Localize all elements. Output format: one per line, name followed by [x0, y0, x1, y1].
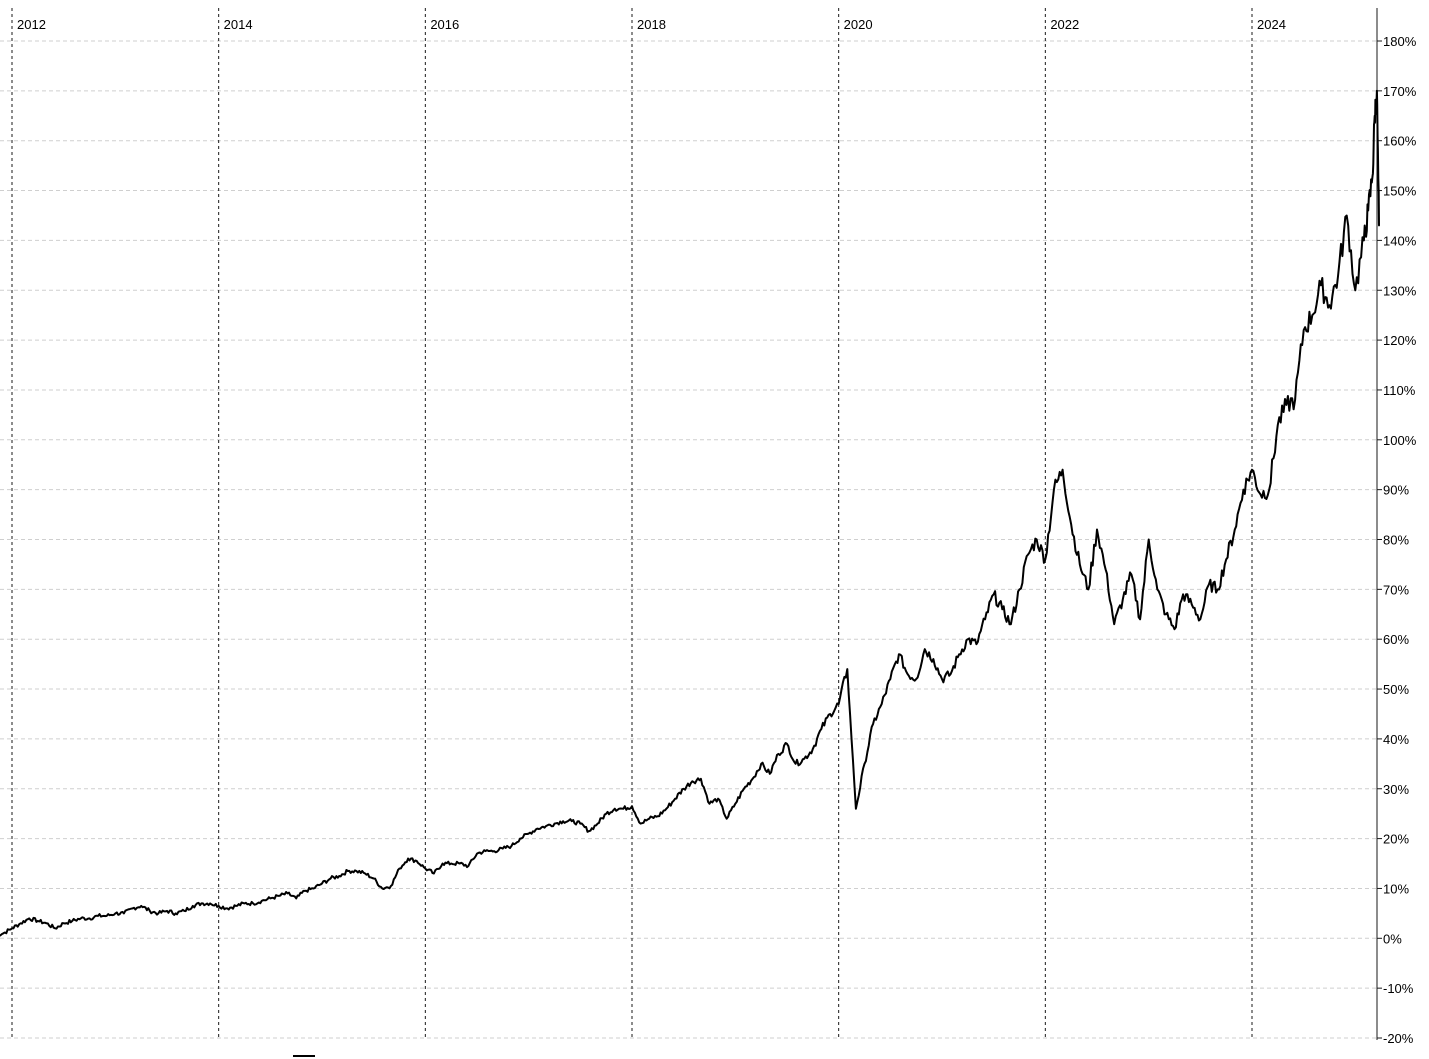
- y-tick-label: 170%: [1383, 84, 1417, 99]
- y-tick-label: 10%: [1383, 881, 1409, 896]
- y-tick-label: 80%: [1383, 533, 1409, 548]
- x-tick-label: 2014: [224, 17, 253, 32]
- y-axis-ticks: 180% 170% 160% 150% 140% 130% 120% 110% 100% 90% 8…: [1377, 34, 1417, 1046]
- y-tick-label: 160%: [1383, 134, 1417, 149]
- y-tick-label: 40%: [1383, 732, 1409, 747]
- y-tick-label: 60%: [1383, 632, 1409, 647]
- y-tick-label: 70%: [1383, 582, 1409, 597]
- y-tick-label: 120%: [1383, 333, 1417, 348]
- x-tick-label: 2012: [17, 17, 46, 32]
- y-tick-label: 0%: [1383, 931, 1402, 946]
- y-tick-label: 140%: [1383, 233, 1417, 248]
- vertical-gridlines: [11, 8, 1253, 1040]
- x-tick-label: 2016: [430, 17, 459, 32]
- y-tick-label: -20%: [1383, 1031, 1414, 1046]
- y-tick-label: 20%: [1383, 832, 1409, 847]
- y-tick-label: 100%: [1383, 433, 1417, 448]
- horizontal-gridlines: [0, 40, 1377, 1039]
- y-tick-label: 50%: [1383, 682, 1409, 697]
- y-tick-label: 150%: [1383, 184, 1417, 199]
- y-tick-label: 90%: [1383, 483, 1409, 498]
- y-tick-label: 30%: [1383, 782, 1409, 797]
- y-tick-label: -10%: [1383, 981, 1414, 996]
- x-tick-label: 2018: [637, 17, 666, 32]
- y-tick-label: 130%: [1383, 283, 1417, 298]
- y-tick-label: 110%: [1383, 383, 1416, 398]
- x-tick-label: 2024: [1257, 17, 1286, 32]
- x-tick-label: 2020: [844, 17, 873, 32]
- x-axis-ticks: 2012 2014 2016 2018 2020 2022 2024: [17, 17, 1286, 32]
- y-tick-label: 180%: [1383, 34, 1417, 49]
- series-layer: [0, 89, 1380, 937]
- series-line: [0, 89, 1380, 937]
- x-tick-label: 2022: [1050, 17, 1079, 32]
